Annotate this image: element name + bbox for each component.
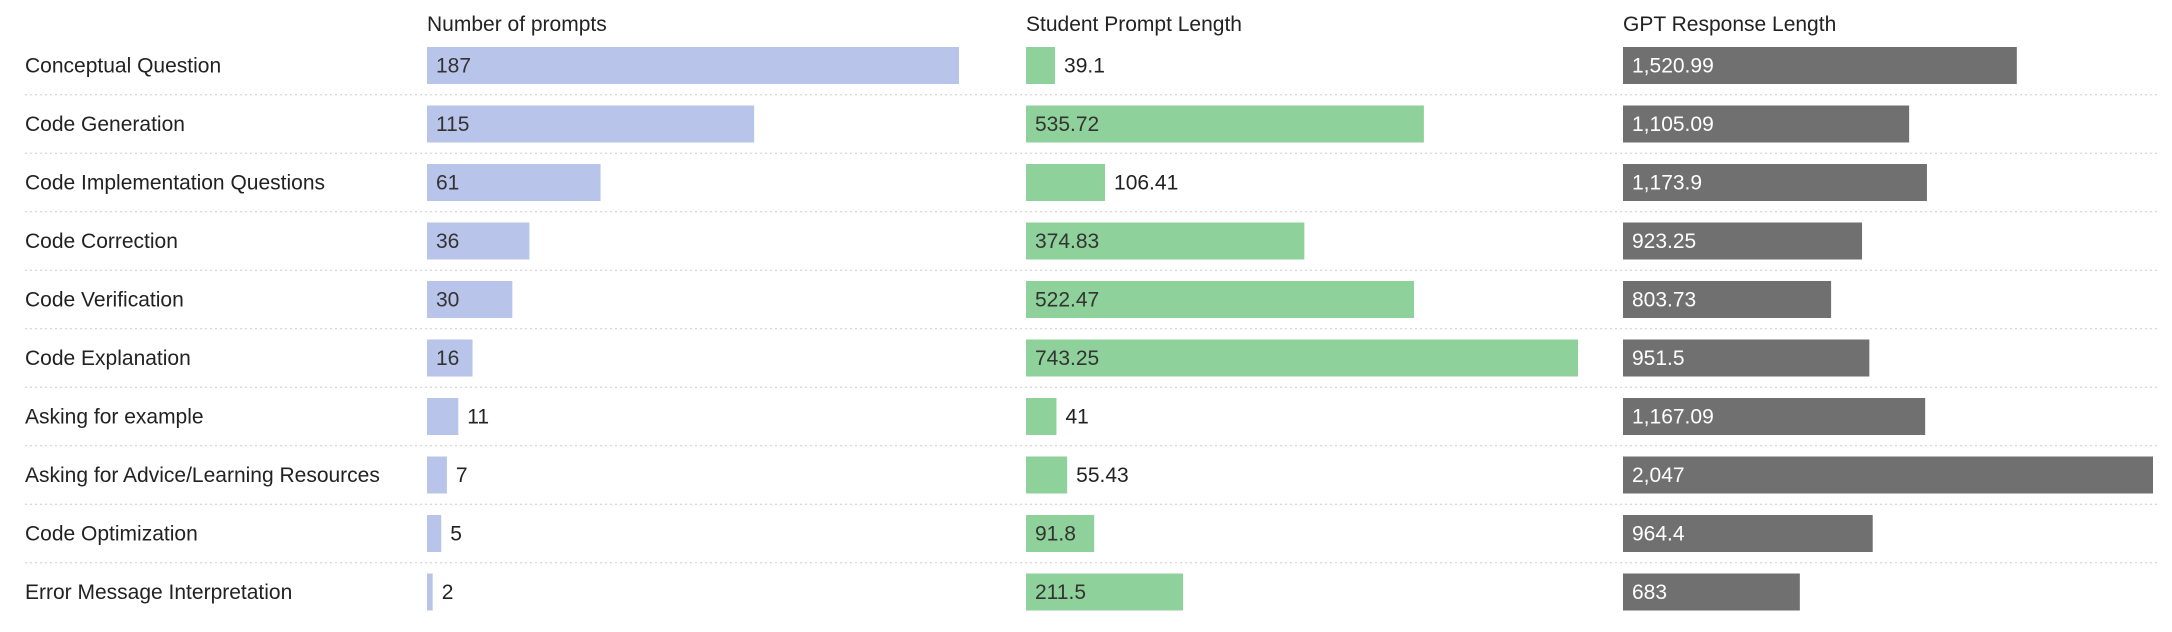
bar-student-prompt-length	[1026, 398, 1057, 435]
bar-student-prompt-length	[1026, 47, 1056, 84]
data-label-gpt-response-length: 2,047	[1632, 464, 1685, 487]
bar-gpt-response-length	[1623, 398, 1926, 435]
data-label-gpt-response-length: 923.25	[1632, 230, 1696, 253]
bar-number-of-prompts	[427, 281, 513, 318]
bar-gpt-response-length	[1623, 222, 1863, 260]
category-label: Code Correction	[25, 230, 178, 253]
bar-number-of-prompts	[427, 222, 530, 260]
data-label-gpt-response-length: 683	[1632, 581, 1667, 604]
data-label-student-prompt-length: 535.72	[1035, 113, 1099, 136]
category-label: Error Message Interpretation	[25, 581, 292, 604]
data-label-number-of-prompts: 11	[467, 406, 489, 429]
data-label-gpt-response-length: 964.4	[1632, 523, 1685, 546]
header-gpt-response-length: GPT Response Length	[1623, 13, 1836, 36]
bar-number-of-prompts	[427, 456, 447, 494]
bar-number-of-prompts	[427, 47, 959, 84]
bar-gpt-response-length	[1623, 47, 2017, 84]
bar-student-prompt-length	[1026, 339, 1578, 377]
bar-gpt-response-length	[1623, 456, 2153, 494]
header-number-of-prompts: Number of prompts	[427, 13, 607, 36]
bar-number-of-prompts	[427, 398, 459, 435]
bar-number-of-prompts	[427, 164, 601, 201]
data-label-student-prompt-length: 41	[1065, 406, 1088, 429]
category-label: Code Verification	[25, 289, 184, 312]
data-label-number-of-prompts: 187	[436, 55, 471, 78]
bar-number-of-prompts	[427, 105, 755, 143]
bar-gpt-response-length	[1623, 515, 1873, 552]
bar-gpt-response-length	[1623, 164, 1927, 201]
category-label: Code Implementation Questions	[25, 172, 325, 195]
row-separators	[25, 94, 2160, 564]
data-label-student-prompt-length: 106.41	[1114, 172, 1178, 195]
data-label-student-prompt-length: 374.83	[1035, 230, 1099, 253]
bar-student-prompt-length	[1026, 222, 1305, 260]
bar-gpt-response-length	[1623, 105, 1910, 143]
data-label-number-of-prompts: 115	[436, 113, 469, 136]
bar-gpt-response-length	[1623, 573, 1800, 611]
category-label: Code Generation	[25, 113, 185, 136]
bar-gpt-response-length	[1623, 339, 1870, 377]
data-label-gpt-response-length: 1,520.99	[1632, 55, 1714, 78]
data-label-gpt-response-length: 1,105.09	[1632, 113, 1714, 136]
bar-gpt-response-length	[1623, 281, 1832, 318]
bar-number-of-prompts	[427, 573, 433, 611]
data-label-number-of-prompts: 16	[436, 347, 459, 370]
data-label-gpt-response-length: 951.5	[1632, 347, 1685, 370]
category-label: Conceptual Question	[25, 55, 221, 78]
data-label-number-of-prompts: 7	[456, 464, 468, 487]
category-label: Asking for example	[25, 406, 204, 429]
data-label-gpt-response-length: 1,173.9	[1632, 172, 1702, 195]
category-label: Code Explanation	[25, 347, 191, 370]
data-label-student-prompt-length: 91.8	[1035, 523, 1076, 546]
data-label-number-of-prompts: 5	[450, 523, 462, 546]
bar-student-prompt-length	[1026, 164, 1106, 201]
bar-student-prompt-length	[1026, 573, 1184, 611]
data-label-number-of-prompts: 30	[436, 289, 459, 312]
data-label-student-prompt-length: 39.1	[1064, 55, 1105, 78]
data-label-student-prompt-length: 211.5	[1035, 581, 1086, 604]
data-label-number-of-prompts: 61	[436, 172, 459, 195]
data-label-student-prompt-length: 55.43	[1076, 464, 1129, 487]
bar-student-prompt-length	[1026, 281, 1415, 318]
data-label-gpt-response-length: 803.73	[1632, 289, 1696, 312]
category-label: Code Optimization	[25, 523, 198, 546]
data-label-number-of-prompts: 36	[436, 230, 459, 253]
data-label-number-of-prompts: 2	[442, 581, 454, 604]
data-label-gpt-response-length: 1,167.09	[1632, 406, 1714, 429]
data-label-student-prompt-length: 522.47	[1035, 289, 1099, 312]
bar-number-of-prompts	[427, 339, 473, 377]
category-labels: Conceptual Question Code Generation Code I…	[25, 55, 380, 605]
column-headers: Number of prompts Student Prompt Length GP…	[427, 13, 1836, 36]
bar-student-prompt-length	[1026, 515, 1095, 552]
data-label-student-prompt-length: 743.25	[1035, 347, 1099, 370]
category-label: Asking for Advice/Learning Resources	[25, 464, 380, 487]
bar-student-prompt-length	[1026, 456, 1068, 494]
bar-student-prompt-length	[1026, 105, 1424, 143]
header-student-prompt-length: Student Prompt Length	[1026, 13, 1242, 36]
bar-number-of-prompts	[427, 515, 442, 552]
